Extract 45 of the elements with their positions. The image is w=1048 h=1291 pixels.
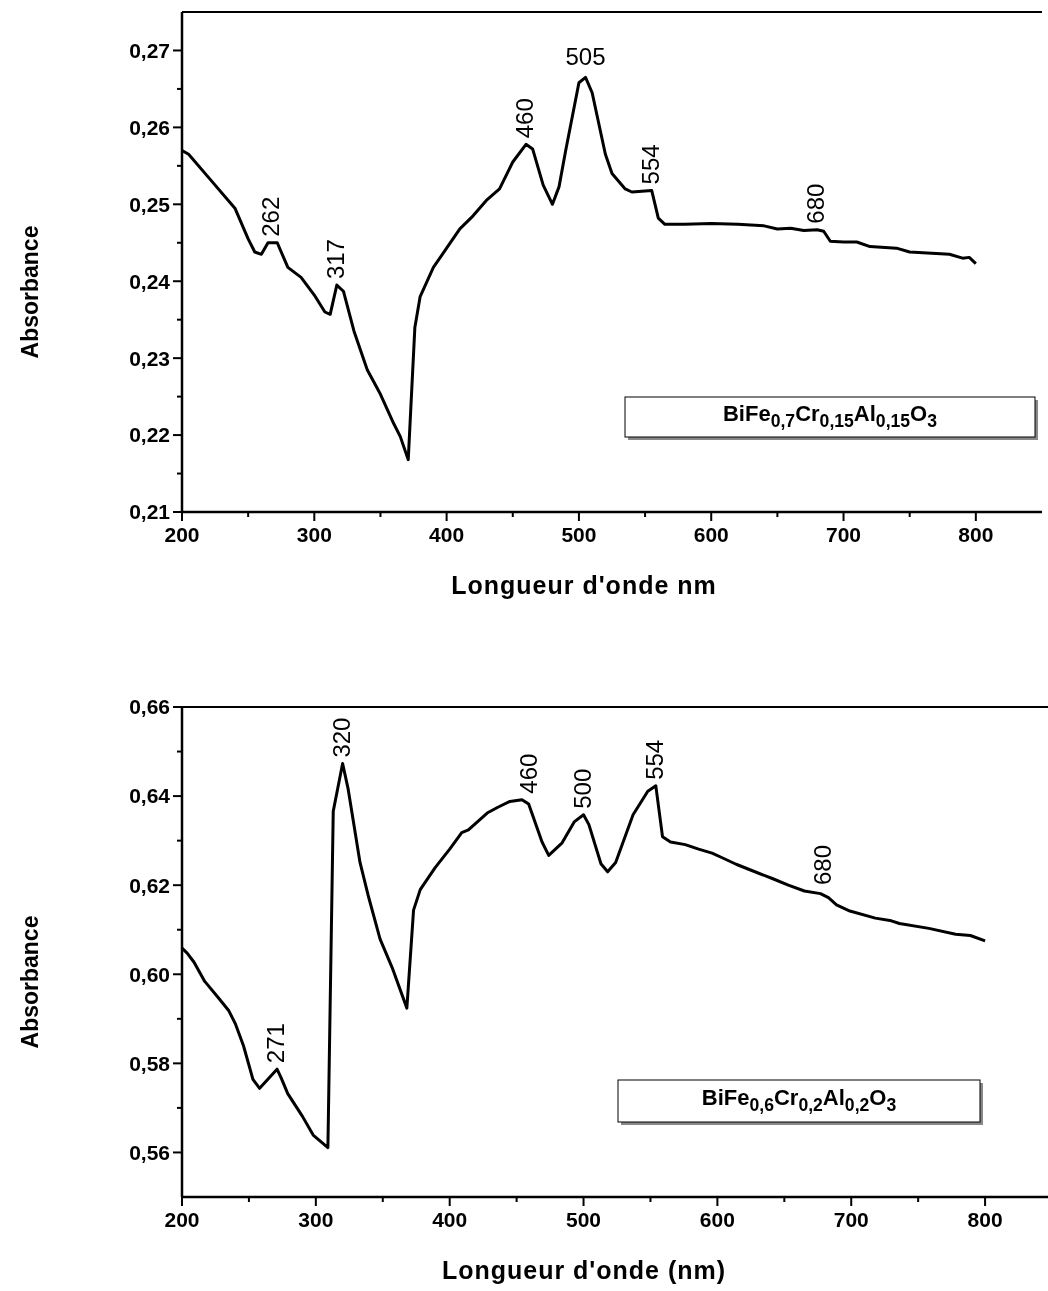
annotation: 554 xyxy=(640,739,668,780)
y-axis-title: Absorbance xyxy=(17,915,43,1049)
y-tick-label: 0,60 xyxy=(129,962,170,986)
annotation: 460 xyxy=(511,98,538,139)
y-tick-label: 0,27 xyxy=(129,38,170,62)
x-tick-label: 700 xyxy=(826,523,862,546)
annotation: 680 xyxy=(809,844,837,885)
x-axis-title: Longueur d'onde (nm) xyxy=(441,1256,727,1284)
annotation: 262 xyxy=(256,196,284,237)
annotation: 317 xyxy=(321,239,349,280)
x-tick-label: 500 xyxy=(561,523,597,546)
annotation: BiFe$_{0,6}$Cr$_{0,2}$Al$_{0,2}$O$_{3}$ xyxy=(701,1085,897,1116)
y-tick-label: 0,23 xyxy=(129,346,170,370)
x-tick-label: 600 xyxy=(693,523,729,546)
annotation: 554 xyxy=(636,144,664,185)
annotation: 320 xyxy=(327,717,355,758)
y-tick-label: 0,21 xyxy=(129,500,171,524)
annotation: BiFe$_{0,7}$Cr$_{0,15}$Al$_{0,15}$O$_{3}$ xyxy=(722,401,938,432)
x-tick-label: 300 xyxy=(298,1208,334,1231)
x-tick-label: 700 xyxy=(833,1208,869,1231)
annotation: 680 xyxy=(802,183,830,224)
x-tick-label: 800 xyxy=(967,1208,1003,1231)
annotation: 505 xyxy=(565,43,606,71)
x-tick-label: 200 xyxy=(164,1208,200,1231)
y-tick-label: 0,24 xyxy=(129,269,171,293)
x-tick-label: 300 xyxy=(296,523,332,546)
x-tick-label: 400 xyxy=(429,523,465,546)
x-tick-label: 500 xyxy=(566,1208,602,1231)
y-tick-label: 0,56 xyxy=(129,1140,170,1164)
annotation: 460 xyxy=(515,753,542,794)
y-tick-label: 0,66 xyxy=(129,695,170,719)
y-tick-label: 0,62 xyxy=(129,873,170,897)
y-tick-label: 0,25 xyxy=(129,192,171,216)
x-tick-label: 400 xyxy=(432,1208,468,1231)
y-tick-label: 0,22 xyxy=(129,423,170,447)
annotation: 500 xyxy=(568,768,596,809)
y-axis-title: Absorbance xyxy=(17,225,43,359)
x-axis-title: Longueur d'onde nm xyxy=(451,571,717,599)
x-tick-label: 800 xyxy=(958,523,994,546)
x-tick-label: 200 xyxy=(164,523,200,546)
annotation: 271 xyxy=(262,1023,290,1064)
y-tick-label: 0,26 xyxy=(129,115,170,139)
x-tick-label: 600 xyxy=(699,1208,735,1231)
y-tick-label: 0,58 xyxy=(129,1051,171,1075)
y-tick-label: 0,64 xyxy=(129,784,171,808)
